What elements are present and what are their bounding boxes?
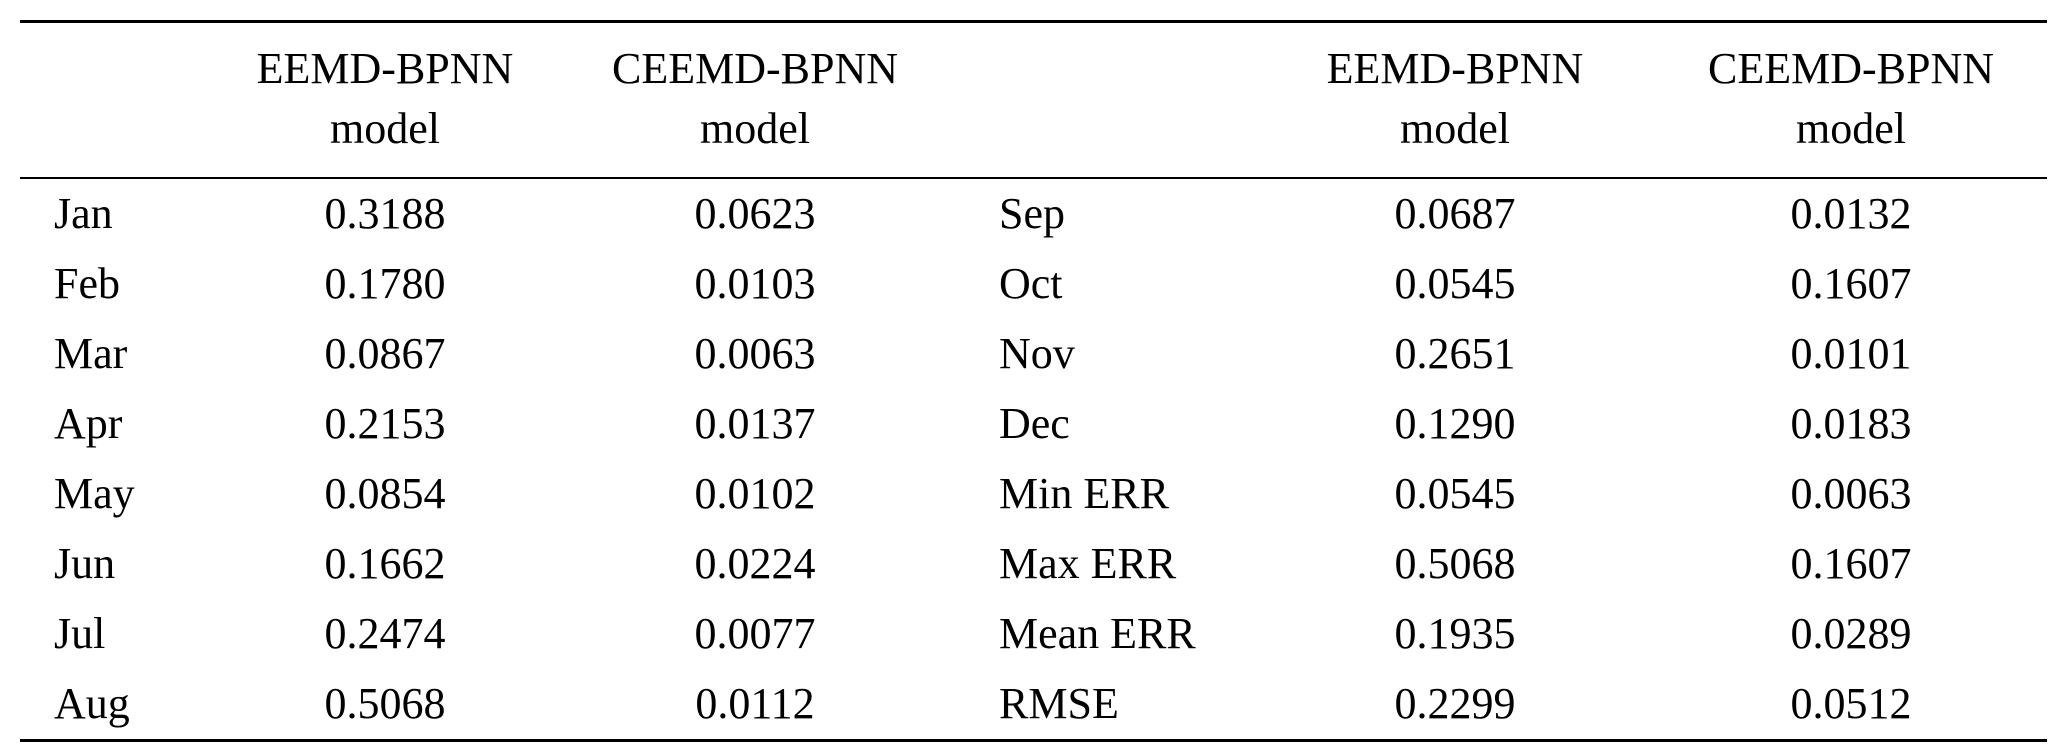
value-cell: 0.0137	[694, 399, 816, 448]
column-header-ceemd-left: CEEMD-BPNN model	[545, 22, 965, 179]
row-label: Min ERR	[999, 469, 1169, 518]
column-header-empty-left	[20, 22, 225, 179]
value-cell: 0.1290	[1394, 399, 1516, 448]
value-cell: 0.0077	[694, 609, 816, 658]
row-label: Oct	[999, 259, 1063, 308]
table-row: Jan 0.3188 0.0623 Sep 0.0687 0.0132	[20, 178, 2047, 249]
column-header-title: CEEMD-BPNN	[611, 44, 899, 93]
value-cell: 0.5068	[1394, 539, 1516, 588]
row-label: Mean ERR	[999, 609, 1196, 658]
value-cell: 0.2651	[1394, 329, 1516, 378]
value-cell: 0.3188	[324, 189, 446, 238]
value-cell: 0.1607	[1790, 539, 1912, 588]
column-header-empty-right	[965, 22, 1255, 179]
column-header-title: EEMD-BPNN	[256, 44, 514, 93]
value-cell: 0.0512	[1790, 679, 1912, 728]
value-cell: 0.0063	[1790, 469, 1912, 518]
value-cell: 0.2474	[324, 609, 446, 658]
row-label: Mar	[54, 329, 128, 378]
value-cell: 0.2153	[324, 399, 446, 448]
value-cell: 0.0063	[694, 329, 816, 378]
table-header: EEMD-BPNN model CEEMD-BPNN model EEMD-BP…	[20, 22, 2047, 179]
row-label: Aug	[54, 679, 130, 728]
header-row: EEMD-BPNN model CEEMD-BPNN model EEMD-BP…	[20, 22, 2047, 179]
value-cell: 0.0101	[1790, 329, 1912, 378]
results-table: EEMD-BPNN model CEEMD-BPNN model EEMD-BP…	[20, 20, 2047, 742]
value-cell: 0.0103	[694, 259, 816, 308]
value-cell: 0.0623	[694, 189, 816, 238]
table-row: Aug 0.5068 0.0112 RMSE 0.2299 0.0512	[20, 669, 2047, 741]
value-cell: 0.0545	[1394, 469, 1516, 518]
value-cell: 0.0224	[694, 539, 816, 588]
row-label: Jun	[54, 539, 116, 588]
value-cell: 0.0687	[1394, 189, 1516, 238]
table-row: Feb 0.1780 0.0103 Oct 0.0545 0.1607	[20, 249, 2047, 319]
value-cell: 0.0854	[324, 469, 446, 518]
value-cell: 0.0867	[324, 329, 446, 378]
row-label: May	[54, 469, 135, 518]
row-label: Jul	[54, 609, 106, 658]
value-cell: 0.1607	[1790, 259, 1912, 308]
row-label: Nov	[999, 329, 1075, 378]
table-body: Jan 0.3188 0.0623 Sep 0.0687 0.0132 Feb …	[20, 178, 2047, 741]
column-header-eemd-right: EEMD-BPNN model	[1255, 22, 1655, 179]
table-row: May 0.0854 0.0102 Min ERR 0.0545 0.0063	[20, 459, 2047, 529]
row-label: Feb	[54, 259, 120, 308]
row-label: Jan	[54, 189, 113, 238]
value-cell: 0.5068	[324, 679, 446, 728]
value-cell: 0.1935	[1394, 609, 1516, 658]
value-cell: 0.2299	[1394, 679, 1516, 728]
column-header-subtitle: model	[1400, 104, 1510, 153]
row-label: Dec	[999, 399, 1070, 448]
column-header-subtitle: model	[330, 104, 440, 153]
value-cell: 0.1662	[324, 539, 446, 588]
row-label: Sep	[999, 189, 1065, 238]
value-cell: 0.0289	[1790, 609, 1912, 658]
table-row: Apr 0.2153 0.0137 Dec 0.1290 0.0183	[20, 389, 2047, 459]
column-header-ceemd-right: CEEMD-BPNN model	[1655, 22, 2047, 179]
value-cell: 0.0102	[694, 469, 816, 518]
column-header-title: EEMD-BPNN	[1326, 44, 1584, 93]
column-header-eemd-left: EEMD-BPNN model	[225, 22, 545, 179]
value-cell: 0.0545	[1394, 259, 1516, 308]
value-cell: 0.0132	[1790, 189, 1912, 238]
value-cell: 0.0112	[695, 679, 815, 728]
table-row: Mar 0.0867 0.0063 Nov 0.2651 0.0101	[20, 319, 2047, 389]
row-label: Max ERR	[999, 539, 1177, 588]
column-header-subtitle: model	[1796, 104, 1906, 153]
column-header-subtitle: model	[700, 104, 810, 153]
column-header-title: CEEMD-BPNN	[1707, 44, 1995, 93]
value-cell: 0.1780	[324, 259, 446, 308]
row-label: RMSE	[999, 679, 1119, 728]
table-row: Jun 0.1662 0.0224 Max ERR 0.5068 0.1607	[20, 529, 2047, 599]
value-cell: 0.0183	[1790, 399, 1912, 448]
row-label: Apr	[54, 399, 123, 448]
table-row: Jul 0.2474 0.0077 Mean ERR 0.1935 0.0289	[20, 599, 2047, 669]
